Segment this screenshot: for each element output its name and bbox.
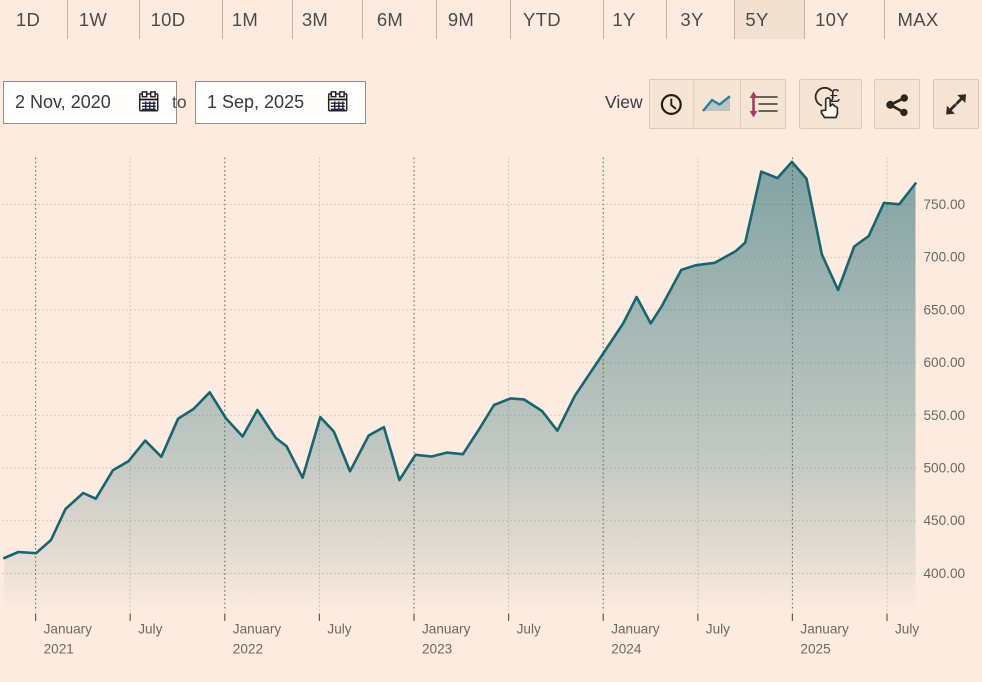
svg-text:400.00: 400.00 (924, 566, 966, 581)
svg-text:650.00: 650.00 (924, 302, 966, 317)
svg-text:2021: 2021 (44, 642, 74, 657)
svg-text:2022: 2022 (233, 642, 263, 657)
svg-text:July: July (706, 622, 730, 637)
svg-text:2024: 2024 (611, 642, 642, 657)
svg-text:750.00: 750.00 (924, 197, 966, 212)
svg-text:July: July (895, 622, 919, 637)
svg-text:450.00: 450.00 (924, 513, 966, 528)
svg-text:July: July (517, 622, 541, 637)
svg-text:January: January (233, 622, 282, 637)
svg-text:July: July (327, 622, 351, 637)
svg-text:2023: 2023 (422, 642, 452, 657)
svg-text:July: July (138, 622, 162, 637)
svg-text:500.00: 500.00 (924, 461, 966, 476)
svg-text:550.00: 550.00 (924, 408, 966, 423)
svg-text:January: January (800, 622, 849, 637)
svg-text:2025: 2025 (800, 642, 830, 657)
svg-text:January: January (44, 622, 93, 637)
svg-text:700.00: 700.00 (924, 250, 966, 265)
svg-text:600.00: 600.00 (924, 355, 966, 370)
svg-text:January: January (611, 622, 660, 637)
svg-text:January: January (422, 622, 471, 637)
